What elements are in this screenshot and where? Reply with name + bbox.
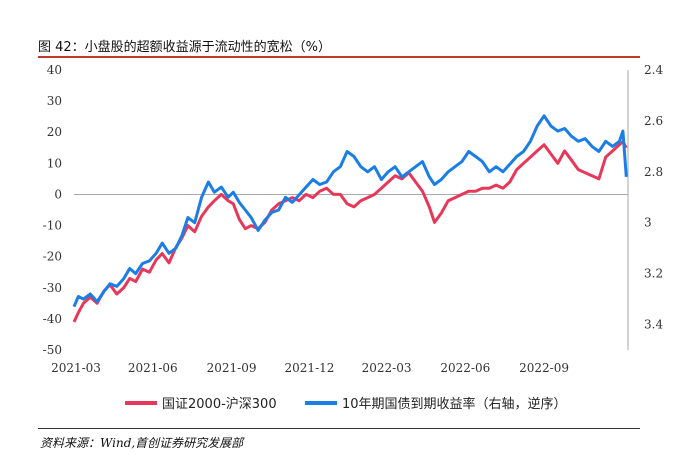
title-rule <box>38 56 640 58</box>
x-tick-label: 2021-06 <box>128 361 178 375</box>
y-right-tick-label: 3.4 <box>644 318 663 332</box>
source-rule <box>38 428 640 429</box>
y-left-tick-label: -30 <box>43 281 62 295</box>
legend-label: 10年期国债到期收益率（右轴，逆序） <box>342 396 567 412</box>
y-right-tick-label: 2.4 <box>644 63 663 77</box>
y-left-tick-label: -50 <box>43 343 62 357</box>
y-right-tick-label: 2.8 <box>644 165 663 179</box>
series-line-guozheng <box>72 140 628 323</box>
x-tick-label: 2022-06 <box>440 361 490 375</box>
y-right-tick-label: 3 <box>644 216 652 230</box>
y-right-tick-label: 3.2 <box>644 267 663 281</box>
y-left-tick-label: 10 <box>47 156 62 170</box>
y-left-tick-label: -40 <box>43 312 62 326</box>
chart-title: 图 42：小盘股的超额收益源于流动性的宽松（%） <box>38 40 332 55</box>
y-left-tick-label: -20 <box>43 250 62 264</box>
x-tick-label: 2021-09 <box>207 361 257 375</box>
x-tick-label: 2021-12 <box>285 361 335 375</box>
axes <box>74 70 629 350</box>
x-tick-label: 2022-03 <box>362 361 412 375</box>
x-tick-label: 2021-03 <box>51 361 101 375</box>
y-left-tick-label: -10 <box>43 219 62 233</box>
legend-label: 国证2000-沪深300 <box>162 396 277 412</box>
series-line-bond-yield <box>72 114 628 308</box>
legend: 国证2000-沪深300 10年期国债到期收益率（右轴，逆序） <box>125 396 567 412</box>
y-right-tick-label: 2.6 <box>644 114 663 128</box>
x-tick-label: 2022-09 <box>519 361 569 375</box>
y-left-tick-label: 30 <box>47 94 62 108</box>
tick-labels: 40 30 20 10 0 -10 -20 -30 -40 -50 2.4 2.6 2.8 3 3.2 3.4… <box>43 63 664 375</box>
source-note: 资料来源：Wind,首创证券研究发展部 <box>40 436 244 450</box>
y-left-tick-label: 20 <box>47 125 62 139</box>
y-left-tick-label: 0 <box>54 187 62 201</box>
y-left-tick-label: 40 <box>47 63 62 77</box>
series-lines <box>72 114 628 323</box>
